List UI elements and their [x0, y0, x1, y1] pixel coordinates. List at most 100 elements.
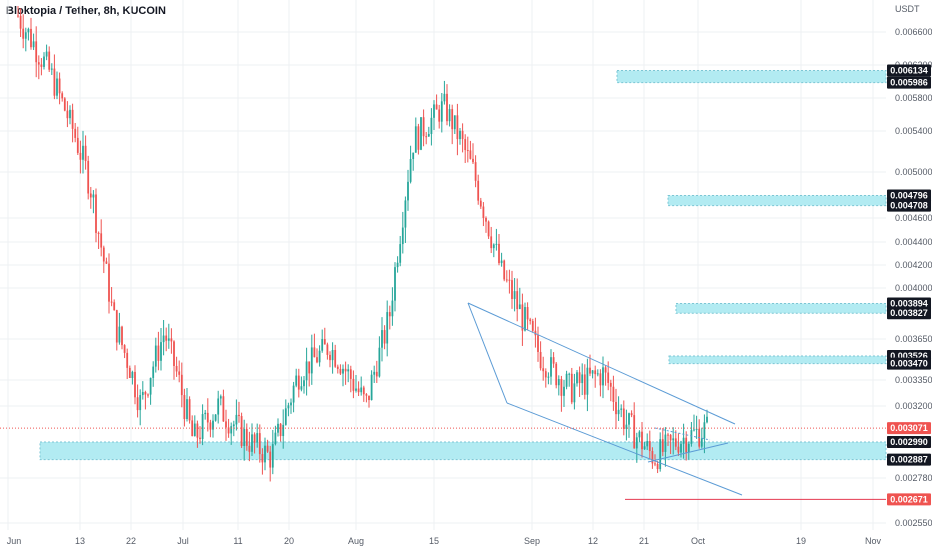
candle-body — [656, 463, 659, 470]
candle-body — [245, 429, 248, 446]
candle-body — [152, 366, 155, 378]
candle-body — [492, 244, 495, 249]
candle-body — [243, 429, 246, 446]
candle-body — [674, 438, 677, 447]
candle-body — [334, 350, 337, 367]
candle-body — [326, 344, 329, 355]
candle-body — [672, 438, 675, 441]
candle-body — [141, 392, 144, 396]
candle-body — [297, 375, 300, 390]
price-tick: 0.003650 — [895, 334, 932, 344]
price-tick: 0.005000 — [895, 167, 932, 177]
time-tick: 13 — [75, 536, 85, 546]
candle-body — [622, 408, 625, 429]
candle-body — [378, 347, 381, 377]
candle-body — [635, 437, 638, 449]
candle-body — [66, 110, 69, 119]
time-tick: 11 — [233, 536, 242, 546]
candle-body — [128, 367, 131, 379]
candle-body — [555, 363, 558, 386]
candle-body — [264, 445, 266, 463]
candle-body — [365, 394, 368, 396]
candle-body — [329, 354, 331, 361]
candle-body — [591, 370, 594, 374]
candle-body — [661, 439, 664, 452]
candle-body — [464, 139, 467, 151]
candle-body — [266, 445, 269, 452]
time-tick: Jul — [177, 536, 189, 546]
candle-body — [79, 152, 82, 160]
candle-body — [485, 217, 487, 222]
candle-body — [349, 369, 352, 379]
candle-body — [63, 98, 66, 111]
candle-body — [201, 414, 204, 439]
price-badge — [887, 307, 931, 320]
candle-body — [589, 367, 591, 374]
candle-body — [196, 423, 199, 438]
candle-body — [295, 375, 298, 386]
candle-body — [570, 373, 573, 403]
candle-body — [373, 371, 376, 375]
chart-title: Bloktopia / Tether, 8h, KUCOIN — [6, 5, 166, 17]
candle-body — [505, 279, 508, 281]
candle-body — [375, 371, 378, 377]
candle-body — [474, 162, 477, 181]
candle-body — [352, 378, 355, 391]
candle-body — [27, 28, 30, 33]
resistance-zone — [675, 302, 887, 314]
candle-body — [667, 434, 669, 436]
candle-body — [131, 371, 134, 379]
candle-body — [456, 115, 459, 140]
price-tick: 0.004000 — [895, 283, 932, 293]
candle-body — [524, 307, 526, 331]
candle-body — [251, 434, 253, 452]
candle-body — [17, 15, 19, 17]
candle-body — [217, 398, 220, 415]
candle-body — [97, 232, 100, 234]
candle-body — [271, 444, 274, 468]
candle-body — [583, 374, 586, 395]
price-tick: 0.004200 — [895, 260, 932, 270]
candle-body — [108, 263, 110, 302]
wedge-upper — [654, 427, 711, 441]
candle-body — [615, 401, 617, 415]
candle-body — [92, 194, 95, 198]
candle-body — [706, 416, 708, 423]
candle-body — [235, 414, 238, 425]
candle-body — [50, 68, 53, 70]
candle-body — [121, 326, 123, 346]
candle-body — [633, 415, 636, 449]
candle-body — [596, 373, 599, 375]
candle-body — [180, 374, 183, 396]
candle-body — [123, 345, 126, 353]
candle-body — [173, 341, 175, 366]
candle-body — [453, 115, 456, 130]
resistance-zone — [616, 69, 887, 84]
price-badge — [887, 297, 931, 310]
candle-body — [368, 395, 370, 401]
candle-body — [563, 386, 565, 396]
candle-body — [178, 371, 181, 375]
candle-body — [35, 41, 38, 63]
channel-edge — [467, 302, 508, 404]
candle-body — [331, 350, 334, 361]
candle-body — [664, 434, 667, 452]
candle-body — [269, 451, 272, 468]
price-tick: 0.003200 — [895, 401, 932, 411]
candle-body — [102, 247, 105, 262]
candle-body — [565, 373, 568, 387]
time-tick: Jun — [7, 536, 22, 546]
price-badge — [887, 436, 931, 448]
candle-body — [303, 380, 305, 387]
candle-body — [230, 426, 233, 434]
candle-body — [24, 32, 27, 39]
time-axis[interactable]: Jun 13 22 Jul 11 20 Aug 15 Sep 12 21 Oct 19 Nov — [7, 536, 882, 546]
candle-body — [695, 428, 698, 430]
candle-body — [238, 414, 240, 417]
candle-body — [685, 437, 688, 453]
candle-body — [209, 422, 212, 430]
candle-body — [638, 431, 641, 438]
candle-body — [134, 371, 136, 398]
price-tick: 0.006600 — [895, 27, 932, 37]
